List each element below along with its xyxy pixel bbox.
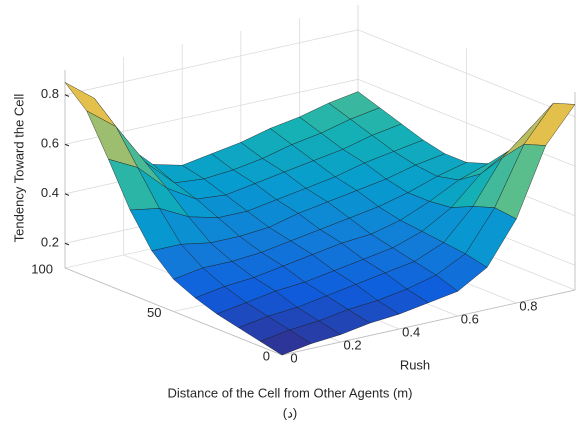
grid-line: [64, 29, 576, 118]
x-axis-label: Rush: [400, 357, 430, 372]
tick-mark: [64, 242, 70, 246]
z-tick-label: 0.6: [41, 136, 59, 151]
z-tick-label: 0.2: [41, 235, 59, 250]
y-tick-label: 50: [147, 305, 161, 320]
z-tick-label: 0.8: [41, 86, 59, 101]
y-tick-label: 100: [31, 261, 53, 276]
x-tick-label: 0.8: [519, 298, 537, 313]
x-tick-label: 0.2: [344, 337, 362, 352]
tick-mark: [64, 193, 70, 196]
x-tick-label: 0.4: [402, 324, 420, 339]
caption: (د): [283, 405, 297, 420]
tick-mark: [64, 94, 70, 97]
y-axis-label: Distance of the Cell from Other Agents (…: [168, 385, 413, 400]
surface-patch: [259, 329, 312, 356]
x-tick-label: 0: [290, 350, 297, 365]
z-axis-label: Tendency Toward the Cell: [11, 94, 26, 243]
surface-patch: [523, 102, 576, 146]
surface-patch: [86, 110, 139, 168]
x-tick-label: 0.6: [461, 311, 479, 326]
z-tick-label: 0.4: [41, 185, 59, 200]
tick-mark: [64, 143, 70, 147]
y-tick-label: 0: [263, 348, 270, 363]
